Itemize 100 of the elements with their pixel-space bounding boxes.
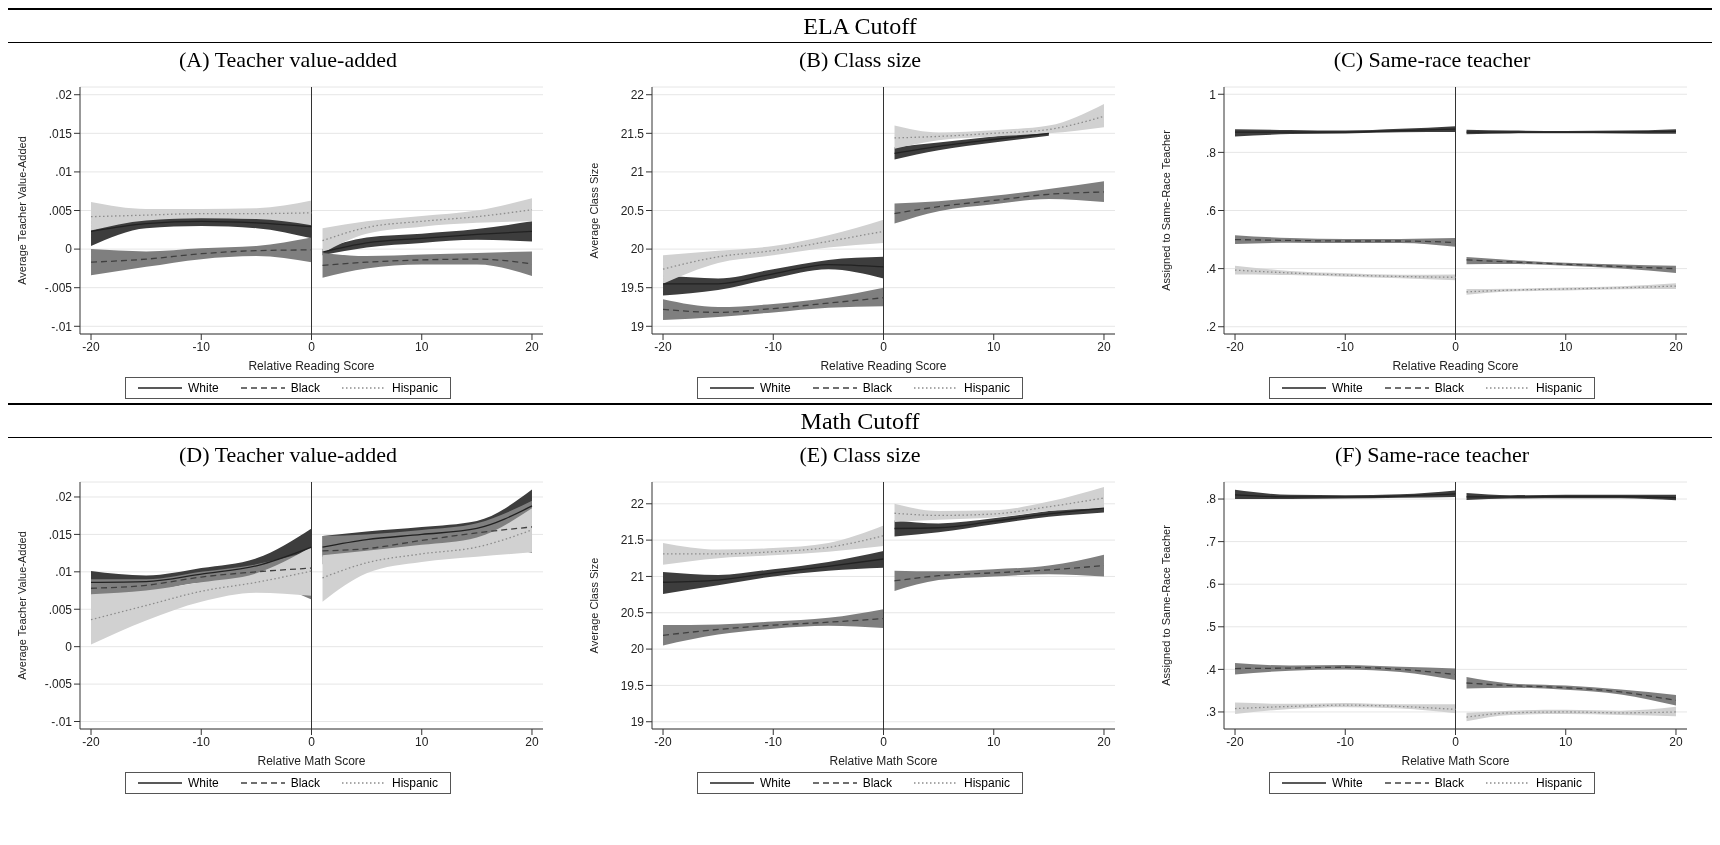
x-axis-title: Relative Math Score (1401, 754, 1510, 768)
legend-label: Hispanic (1536, 776, 1583, 790)
legend-label: Hispanic (964, 776, 1011, 790)
x-tick-label: 20 (1669, 734, 1683, 749)
legend-label: White (187, 381, 219, 395)
legend-label: White (759, 776, 791, 790)
y-tick-label: -.005 (44, 677, 73, 692)
text: Math Cutoff (800, 408, 920, 434)
x-tick-label: -10 (1336, 339, 1355, 354)
y-tick-label: 21.5 (620, 533, 645, 548)
x-tick-label: -10 (192, 339, 211, 354)
x-tick-label: 0 (1452, 734, 1460, 749)
y-tick-label: 21 (630, 165, 645, 180)
x-tick-label: -10 (1336, 734, 1355, 749)
y-tick-label: 19 (630, 715, 645, 729)
x-tick-label: -20 (82, 734, 101, 749)
y-tick-label: .015 (48, 527, 73, 542)
y-tick-label: .02 (55, 87, 73, 102)
x-tick-label: -20 (82, 339, 101, 354)
y-tick-label: .8 (1205, 145, 1217, 160)
x-tick-label: -20 (1226, 339, 1245, 354)
y-axis-title: Assigned to Same-Race Teacher (1159, 524, 1172, 686)
y-tick-label: .7 (1205, 534, 1217, 549)
x-tick-label: -20 (654, 734, 673, 749)
legend-label: Black (1434, 776, 1464, 790)
y-tick-label: .6 (1205, 203, 1217, 218)
chart-title: (D) Teacher value-added (178, 442, 398, 469)
x-tick-label: 10 (415, 734, 429, 749)
chart-title: (E) Class size (798, 442, 922, 469)
x-axis-title: Relative Reading Score (248, 359, 375, 373)
x-tick-label: 10 (1559, 339, 1573, 354)
y-tick-label: 1 (1209, 87, 1217, 102)
y-tick-label: 20 (630, 242, 645, 257)
x-tick-label: 0 (308, 339, 316, 354)
y-tick-label: 22 (630, 497, 645, 512)
y-tick-label: .2 (1205, 320, 1217, 334)
x-tick-label: 20 (525, 734, 539, 749)
y-tick-label: 20.5 (620, 606, 645, 621)
legend-label: White (1331, 776, 1363, 790)
y-axis-title: Assigned to Same-Race Teacher (1159, 129, 1172, 291)
legend-label: Black (862, 381, 892, 395)
x-axis-title: Relative Reading Score (820, 359, 947, 373)
legend-label: White (1331, 381, 1363, 395)
y-tick-label: .02 (55, 490, 73, 505)
x-tick-label: 20 (1669, 339, 1683, 354)
x-axis-title: Relative Math Score (257, 754, 366, 768)
y-tick-label: -.01 (51, 714, 73, 729)
text: ELA Cutoff (803, 13, 917, 39)
legend-label: Black (862, 776, 892, 790)
y-tick-label: .5 (1205, 620, 1217, 635)
x-axis-title: Relative Math Score (829, 754, 938, 768)
y-tick-label: 20 (630, 642, 645, 657)
x-tick-label: 10 (1559, 734, 1573, 749)
chart-title: (C) Same-race teacher (1332, 47, 1532, 74)
x-tick-label: 0 (308, 734, 316, 749)
y-tick-label: 21.5 (620, 126, 645, 141)
legend-label: Hispanic (1536, 381, 1583, 395)
x-tick-label: -20 (654, 339, 673, 354)
legend-label: Hispanic (392, 381, 439, 395)
legend-label: Hispanic (964, 381, 1011, 395)
x-tick-label: -10 (764, 339, 783, 354)
legend-label: Black (1434, 381, 1464, 395)
x-axis-title: Relative Reading Score (1392, 359, 1519, 373)
y-tick-label: .4 (1205, 261, 1217, 276)
y-axis-title: Average Class Size (587, 557, 600, 654)
legend-label: Hispanic (392, 776, 439, 790)
y-tick-label: .005 (48, 203, 73, 218)
y-tick-label: -.01 (51, 319, 73, 334)
legend-label: White (187, 776, 219, 790)
y-tick-label: 19.5 (620, 280, 645, 295)
x-tick-label: -10 (764, 734, 783, 749)
x-tick-label: 10 (987, 339, 1001, 354)
y-axis-title: Average Class Size (587, 162, 600, 259)
x-tick-label: 0 (880, 339, 888, 354)
x-tick-label: 10 (987, 734, 1001, 749)
y-tick-label: .01 (55, 165, 73, 180)
chart-title: (F) Same-race teacher (1333, 442, 1531, 469)
y-tick-label: .8 (1205, 492, 1217, 507)
y-tick-label: -.005 (44, 280, 73, 295)
x-tick-label: 10 (415, 339, 429, 354)
chart-title: (A) Teacher value-added (178, 47, 398, 74)
y-tick-label: .6 (1205, 577, 1217, 592)
legend-label: Black (290, 381, 320, 395)
y-tick-label: 20.5 (620, 203, 645, 218)
legend-label: White (759, 381, 791, 395)
x-tick-label: 20 (1097, 734, 1111, 749)
y-tick-label: .01 (55, 565, 73, 580)
y-tick-label: 21 (630, 569, 645, 584)
y-tick-label: .3 (1205, 705, 1217, 720)
y-axis-title: Average Teacher Value-Added (15, 531, 28, 680)
y-tick-label: 19.5 (620, 678, 645, 693)
x-tick-label: 20 (525, 339, 539, 354)
y-tick-label: 19 (630, 319, 645, 334)
x-tick-label: -20 (1226, 734, 1245, 749)
x-tick-label: -10 (192, 734, 211, 749)
y-tick-label: .005 (48, 602, 73, 617)
y-tick-label: 22 (630, 87, 645, 102)
y-tick-label: 0 (65, 639, 73, 654)
chart-title: (B) Class size (797, 47, 923, 74)
y-tick-label: 0 (65, 242, 73, 257)
